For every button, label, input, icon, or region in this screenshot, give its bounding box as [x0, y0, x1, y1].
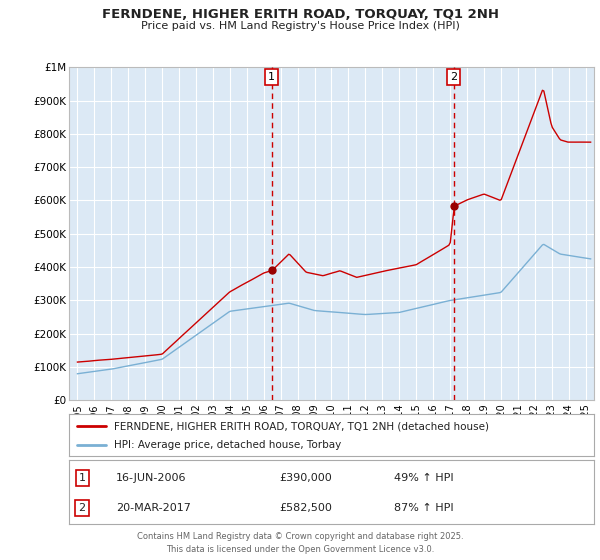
Text: £582,500: £582,500 — [279, 503, 332, 513]
Text: 20-MAR-2017: 20-MAR-2017 — [116, 503, 191, 513]
Text: Contains HM Land Registry data © Crown copyright and database right 2025.
This d: Contains HM Land Registry data © Crown c… — [137, 532, 463, 553]
Text: FERNDENE, HIGHER ERITH ROAD, TORQUAY, TQ1 2NH (detached house): FERNDENE, HIGHER ERITH ROAD, TORQUAY, TQ… — [113, 421, 488, 431]
Text: 16-JUN-2006: 16-JUN-2006 — [116, 473, 187, 483]
Text: Price paid vs. HM Land Registry's House Price Index (HPI): Price paid vs. HM Land Registry's House … — [140, 21, 460, 31]
Text: 1: 1 — [268, 72, 275, 82]
Text: 2: 2 — [79, 503, 86, 513]
Text: 87% ↑ HPI: 87% ↑ HPI — [395, 503, 454, 513]
Text: 49% ↑ HPI: 49% ↑ HPI — [395, 473, 454, 483]
Text: FERNDENE, HIGHER ERITH ROAD, TORQUAY, TQ1 2NH: FERNDENE, HIGHER ERITH ROAD, TORQUAY, TQ… — [101, 8, 499, 21]
Text: £390,000: £390,000 — [279, 473, 332, 483]
Text: HPI: Average price, detached house, Torbay: HPI: Average price, detached house, Torb… — [113, 440, 341, 450]
Text: 2: 2 — [450, 72, 457, 82]
Text: 1: 1 — [79, 473, 86, 483]
